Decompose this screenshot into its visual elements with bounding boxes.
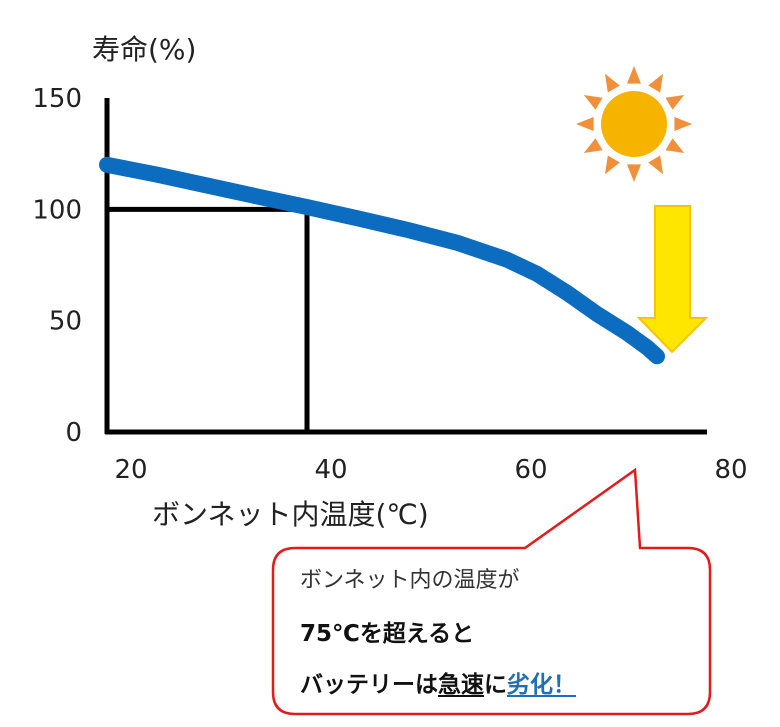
sun-ray — [583, 138, 603, 153]
callout-emphasis-deterioration: 劣化！ — [507, 672, 576, 698]
down-arrow-icon — [636, 205, 709, 354]
y-tick-label: 0 — [65, 418, 82, 448]
sun-ray — [576, 117, 594, 131]
y-tick-label: 150 — [32, 84, 82, 114]
x-axis-label: ボンネット内温度(℃) — [152, 498, 429, 531]
x-tick-label: 20 — [114, 455, 147, 485]
sun-icon — [576, 66, 692, 182]
callout-line-2: 75℃を超えると — [300, 621, 475, 647]
sun-ray — [665, 138, 685, 153]
sun-core — [601, 91, 667, 157]
sun-ray — [583, 95, 603, 110]
sun-ray — [627, 164, 641, 182]
x-tick-label: 40 — [314, 455, 347, 485]
sun-ray — [665, 95, 685, 110]
series-line-battery-life — [99, 156, 665, 365]
x-tick-label: 60 — [514, 455, 547, 485]
sun-ray — [648, 73, 663, 93]
y-axis-label: 寿命(%) — [92, 33, 196, 66]
callout-line-3-prefix: バッテリーは — [300, 672, 438, 698]
y-tick-label: 50 — [49, 307, 82, 337]
callout-line-3-mid: に — [484, 672, 507, 698]
sun-ray — [674, 117, 692, 131]
sun-ray — [605, 73, 620, 93]
sun-ray — [627, 66, 641, 84]
sun-ray — [605, 155, 620, 175]
callout-bubble — [271, 467, 712, 716]
y-tick-label: 100 — [32, 195, 82, 225]
callout-emphasis-rapid: 急速 — [438, 672, 484, 698]
callout-line-3: バッテリーは急速に劣化！ — [300, 665, 576, 699]
sun-ray — [648, 155, 663, 175]
callout-line-1: ボンネット内の温度が — [300, 568, 520, 593]
x-tick-label: 80 — [714, 455, 747, 485]
